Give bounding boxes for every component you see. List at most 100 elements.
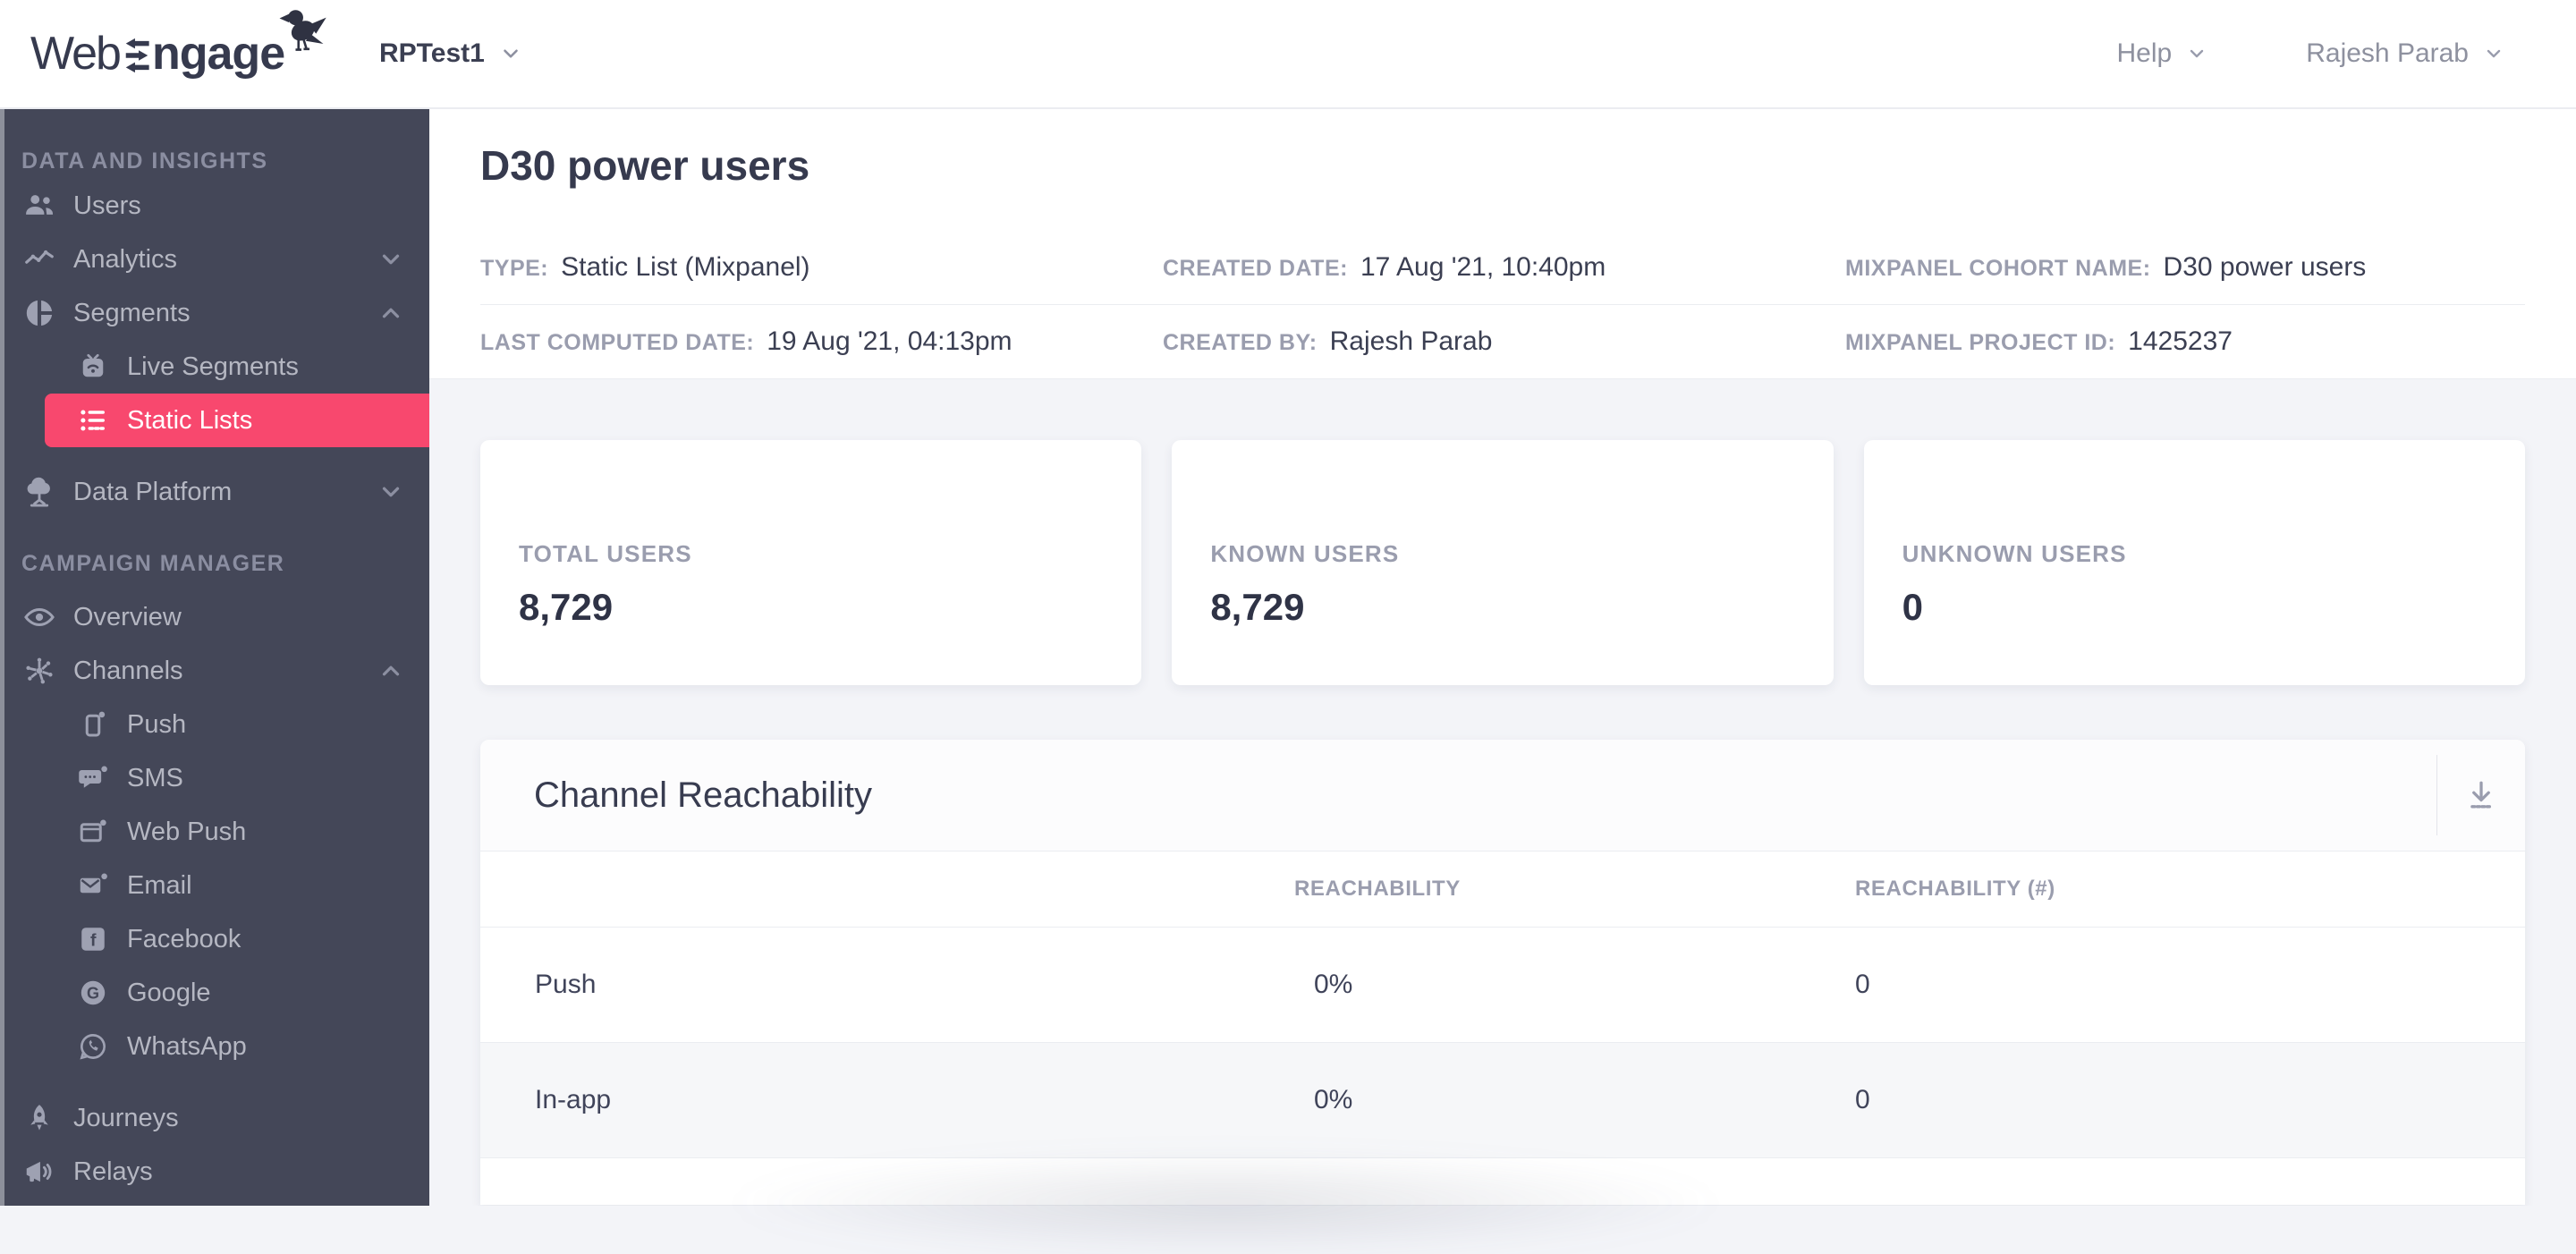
download-icon xyxy=(2462,775,2501,815)
sidebar-item-segments[interactable]: Segments xyxy=(0,286,429,340)
sidebar-scrollbar[interactable] xyxy=(0,107,4,1206)
sidebar-item-label: Journeys xyxy=(73,1103,179,1132)
download-button[interactable] xyxy=(2436,755,2525,835)
sidebar-item-label: Users xyxy=(73,191,141,220)
table-row-in-app: In-app 0% 0 xyxy=(480,1042,2525,1158)
meta-mixpanel-project-id: MIXPANEL PROJECT ID: 1425237 xyxy=(1845,326,2525,357)
meta-label: MIXPANEL PROJECT ID: xyxy=(1845,330,2116,355)
meta-value: 19 Aug '21, 04:13pm xyxy=(767,326,1013,356)
chevron-up-icon[interactable] xyxy=(377,657,404,684)
sidebar-item-label: Channels xyxy=(73,656,183,685)
facebook-icon: f xyxy=(75,921,111,957)
sidebar-item-label: Static Lists xyxy=(127,405,253,435)
sms-chat-icon xyxy=(75,760,111,796)
meta-last-computed-date: LAST COMPUTED DATE: 19 Aug '21, 04:13pm xyxy=(480,326,1163,357)
sidebar-item-sms[interactable]: SMS xyxy=(0,751,429,805)
unknown-users-card: UNKNOWN USERS 0 xyxy=(1863,440,2525,685)
sidebar-item-label: Google xyxy=(127,978,211,1007)
table-row-push: Push 0% 0 xyxy=(480,928,2525,1042)
stat-value: 0 xyxy=(1902,586,1924,628)
reachability-count-cell: 0 xyxy=(1855,970,1870,999)
channel-reachability-card: Channel Reachability REACHABILITY REAC xyxy=(480,740,2525,1205)
sidebar-item-label: SMS xyxy=(127,763,183,792)
segments-pie-icon xyxy=(21,295,57,331)
stat-value: 8,729 xyxy=(519,586,614,628)
stats-cards: TOTAL USERS 8,729 KNOWN USERS 8,729 UNKN… xyxy=(480,440,2525,685)
metadata-row: LAST COMPUTED DATE: 19 Aug '21, 04:13pm … xyxy=(480,304,2525,378)
channel-cell: Push xyxy=(535,970,597,999)
sidebar-item-label: Email xyxy=(127,870,192,900)
sidebar-item-channels[interactable]: Channels xyxy=(0,644,429,698)
total-users-card: TOTAL USERS 8,729 xyxy=(480,440,1142,685)
sidebar-item-live-segments[interactable]: Live Segments xyxy=(0,340,429,394)
push-phone-icon xyxy=(75,707,111,742)
chevron-down-icon xyxy=(2483,43,2504,64)
web-push-browser-icon xyxy=(75,814,111,850)
meta-mixpanel-cohort-name: MIXPANEL COHORT NAME: D30 power users xyxy=(1845,252,2525,283)
chevron-down-icon[interactable] xyxy=(377,246,404,273)
stat-label: TOTAL USERS xyxy=(519,540,692,567)
chevron-down-icon[interactable] xyxy=(377,479,404,505)
reachability-column-header: REACHABILITY xyxy=(1294,877,1461,901)
google-icon: G xyxy=(75,975,111,1011)
sidebar-item-label: Segments xyxy=(73,298,191,327)
sidebar-item-label: Facebook xyxy=(127,924,242,953)
page-header: D30 power users TYPE: Static List (Mixpa… xyxy=(429,107,2576,379)
chevron-down-icon xyxy=(499,42,522,65)
relays-megaphone-icon xyxy=(21,1154,57,1190)
sidebar-item-whatsapp[interactable]: WhatsApp xyxy=(0,1020,429,1073)
sidebar-item-push[interactable]: Push xyxy=(0,698,429,751)
sidebar-item-static-lists[interactable]: Static Lists xyxy=(45,394,429,447)
sidebar-item-label: Overview xyxy=(73,602,182,631)
sidebar-item-google[interactable]: G Google xyxy=(0,966,429,1020)
live-segments-tv-icon xyxy=(75,349,111,385)
project-name: RPTest1 xyxy=(379,38,485,68)
sidebar-item-label: Web Push xyxy=(127,817,247,846)
sidebar-section-data-insights: DATA AND INSIGHTS xyxy=(21,148,268,174)
project-switcher[interactable]: RPTest1 xyxy=(379,0,522,107)
meta-label: CREATED DATE: xyxy=(1163,256,1348,281)
sidebar-item-label: Relays xyxy=(73,1157,153,1186)
analytics-icon xyxy=(21,241,57,277)
logo-bird-icon xyxy=(272,4,331,60)
meta-created-date: CREATED DATE: 17 Aug '21, 10:40pm xyxy=(1163,252,1845,283)
sidebar-item-analytics[interactable]: Analytics xyxy=(0,233,429,286)
reachability-cell: 0% xyxy=(1314,1085,1353,1114)
data-platform-cloud-icon xyxy=(21,474,57,510)
sidebar-item-data-platform[interactable]: Data Platform xyxy=(0,465,429,519)
meta-value: Static List (Mixpanel) xyxy=(561,252,810,282)
sidebar-item-overview[interactable]: Overview xyxy=(0,590,429,644)
top-bar: Web ngage xyxy=(0,0,2576,109)
sidebar-item-web-push[interactable]: Web Push xyxy=(0,805,429,859)
sidebar-item-email[interactable]: Email xyxy=(0,859,429,912)
email-envelope-icon xyxy=(75,868,111,903)
svg-text:f: f xyxy=(90,931,97,951)
sidebar: DATA AND INSIGHTS Users xyxy=(0,107,429,1206)
user-menu[interactable]: Rajesh Parab xyxy=(2306,38,2504,69)
help-menu[interactable]: Help xyxy=(2117,38,2208,69)
sidebar-item-users[interactable]: Users xyxy=(0,179,429,233)
webengage-logo[interactable]: Web ngage xyxy=(30,10,326,89)
page-title: D30 power users xyxy=(480,142,810,189)
meta-value: 17 Aug '21, 10:40pm xyxy=(1360,252,1606,282)
meta-type: TYPE: Static List (Mixpanel) xyxy=(480,252,1163,283)
reachability-count-column-header: REACHABILITY (#) xyxy=(1855,877,2055,901)
sidebar-item-label: Analytics xyxy=(73,244,178,274)
meta-label: TYPE: xyxy=(480,256,549,281)
svg-text:G: G xyxy=(87,985,99,1003)
sidebar-item-relays[interactable]: Relays xyxy=(0,1145,429,1199)
stat-label: UNKNOWN USERS xyxy=(1902,540,2127,567)
meta-label: LAST COMPUTED DATE: xyxy=(480,330,755,355)
reachability-count-cell: 0 xyxy=(1855,1085,1870,1114)
chevron-up-icon[interactable] xyxy=(377,300,404,326)
sidebar-item-label: WhatsApp xyxy=(127,1031,247,1061)
sidebar-item-label: Data Platform xyxy=(73,477,233,506)
sidebar-item-facebook[interactable]: f Facebook xyxy=(0,912,429,966)
meta-created-by: CREATED BY: Rajesh Parab xyxy=(1163,326,1845,357)
reachability-table-header: REACHABILITY REACHABILITY (#) xyxy=(480,852,2525,928)
help-label: Help xyxy=(2116,38,2173,68)
sidebar-item-journeys[interactable]: Journeys xyxy=(0,1091,429,1145)
channel-reachability-header: Channel Reachability xyxy=(480,740,2525,852)
sidebar-item-label: Push xyxy=(127,709,187,739)
